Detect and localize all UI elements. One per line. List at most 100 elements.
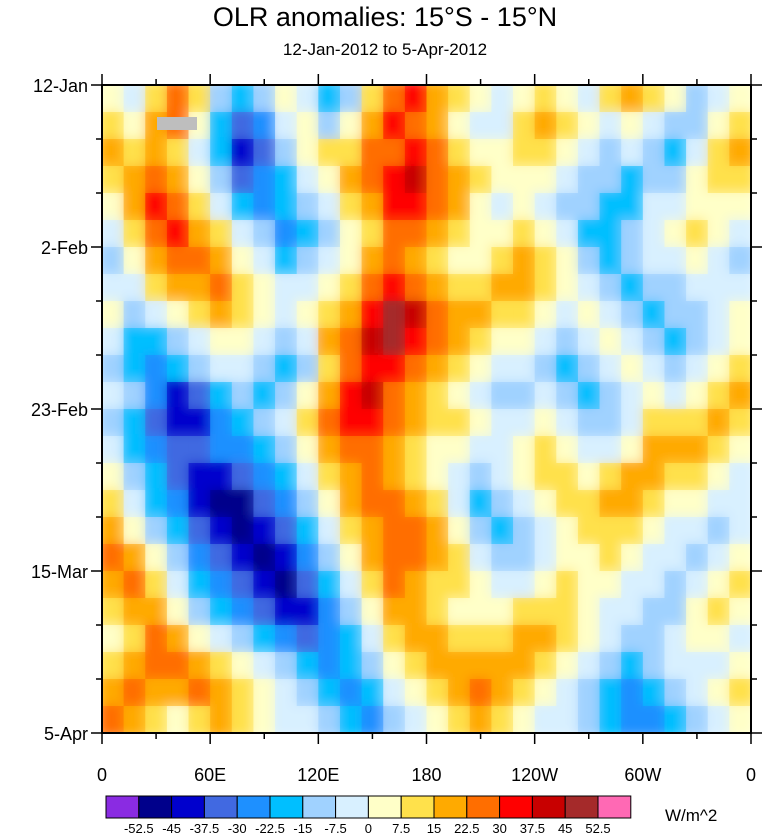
anomaly-cell (337, 380, 364, 411)
anomaly-cell (446, 461, 472, 492)
anomaly-cell-overlay (188, 409, 211, 437)
anomaly-cell-overlay (404, 436, 427, 464)
anomaly-cell (705, 677, 732, 708)
anomaly-cell-overlay (166, 571, 190, 599)
x-tick-label: 0 (746, 765, 756, 785)
anomaly-cell-overlay (166, 625, 190, 653)
anomaly-cell (597, 569, 624, 600)
anomaly-cell (467, 85, 494, 114)
anomaly-cell-overlay (556, 706, 579, 733)
anomaly-cell (337, 85, 364, 114)
anomaly-cell-overlay (513, 274, 536, 302)
anomaly-cell-overlay (275, 139, 298, 167)
anomaly-cell (337, 164, 364, 195)
anomaly-cell (727, 164, 751, 195)
anomaly-cell (597, 623, 624, 654)
anomaly-cell (251, 326, 278, 357)
anomaly-cell (705, 380, 732, 411)
anomaly-cell (337, 245, 364, 276)
anomaly-cell (446, 137, 472, 168)
anomaly-cell (619, 85, 645, 114)
anomaly-cell-overlay (339, 166, 363, 194)
anomaly-cell-overlay (145, 544, 168, 572)
anomaly-cell (208, 623, 234, 654)
anomaly-cell-overlay (664, 436, 687, 464)
anomaly-cell (554, 299, 580, 330)
anomaly-cell-overlay (361, 571, 384, 599)
anomaly-cell-overlay (383, 193, 406, 221)
anomaly-cell-overlay (599, 490, 622, 518)
anomaly-cell-overlay (577, 382, 601, 410)
anomaly-cell-overlay (729, 625, 751, 653)
anomaly-cell (294, 218, 321, 249)
anomaly-cell (402, 164, 429, 195)
anomaly-cell (359, 569, 386, 600)
anomaly-cell-overlay (686, 652, 709, 680)
anomaly-cell-overlay (686, 598, 709, 626)
anomaly-cell-overlay (491, 166, 514, 194)
anomaly-cell (705, 272, 732, 303)
anomaly-cell (359, 353, 386, 384)
anomaly-cell-overlay (513, 625, 536, 653)
anomaly-cell (102, 488, 126, 519)
anomaly-cell (102, 623, 126, 654)
anomaly-cell-overlay (210, 112, 233, 140)
anomaly-cell-overlay (707, 571, 730, 599)
anomaly-cell (684, 272, 710, 303)
anomaly-cell-overlay (686, 247, 709, 275)
anomaly-cell (402, 542, 429, 573)
anomaly-cell (640, 515, 667, 546)
anomaly-cell-overlay (166, 166, 190, 194)
anomaly-cell (619, 137, 645, 168)
anomaly-cell-overlay (383, 517, 406, 545)
anomaly-cell-overlay (339, 193, 363, 221)
anomaly-cell-overlay (426, 463, 449, 491)
anomaly-cell (294, 407, 321, 438)
anomaly-cell-overlay (642, 409, 665, 437)
anomaly-cell-overlay (123, 436, 146, 464)
anomaly-cell (186, 137, 213, 168)
anomaly-cell-overlay (145, 409, 168, 437)
anomaly-cell-overlay (426, 247, 449, 275)
anomaly-cell (424, 191, 451, 222)
anomaly-cell-overlay (123, 139, 146, 167)
anomaly-cell (554, 218, 580, 249)
anomaly-cell-overlay (102, 409, 125, 437)
anomaly-cell (208, 704, 234, 733)
anomaly-cell-overlay (707, 355, 730, 383)
anomaly-cell-overlay (534, 355, 557, 383)
anomaly-cell-overlay (145, 625, 168, 653)
anomaly-cell-overlay (339, 85, 363, 113)
anomaly-cell (121, 569, 148, 600)
anomaly-cell (164, 218, 191, 249)
anomaly-cell-overlay (642, 571, 665, 599)
anomaly-cell (489, 623, 516, 654)
anomaly-cell-overlay (102, 112, 125, 140)
anomaly-cell-overlay (123, 301, 146, 329)
y-tick-label: 12-Jan (33, 76, 88, 96)
anomaly-cell-overlay (275, 571, 298, 599)
anomaly-cell (381, 110, 407, 141)
anomaly-cell-overlay (188, 166, 211, 194)
anomaly-cell-overlay (469, 463, 492, 491)
anomaly-cell (662, 650, 689, 681)
anomaly-cell (359, 110, 386, 141)
anomaly-cell-overlay (102, 193, 125, 221)
anomaly-cell-overlay (491, 598, 514, 626)
anomaly-cell (705, 650, 732, 681)
anomaly-cell-overlay (102, 436, 125, 464)
anomaly-cell (554, 542, 580, 573)
anomaly-cell (619, 245, 645, 276)
anomaly-cell-overlay (491, 301, 514, 329)
anomaly-cell (619, 650, 645, 681)
anomaly-cell-overlay (404, 679, 427, 707)
anomaly-cell-overlay (686, 382, 709, 410)
anomaly-cell-overlay (448, 85, 471, 113)
anomaly-cell (337, 407, 364, 438)
anomaly-cell (446, 85, 472, 114)
anomaly-cell-overlay (361, 328, 384, 356)
anomaly-cell (662, 569, 689, 600)
anomaly-cell (273, 623, 299, 654)
anomaly-cell-overlay (534, 571, 557, 599)
anomaly-cell-overlay (686, 706, 709, 733)
